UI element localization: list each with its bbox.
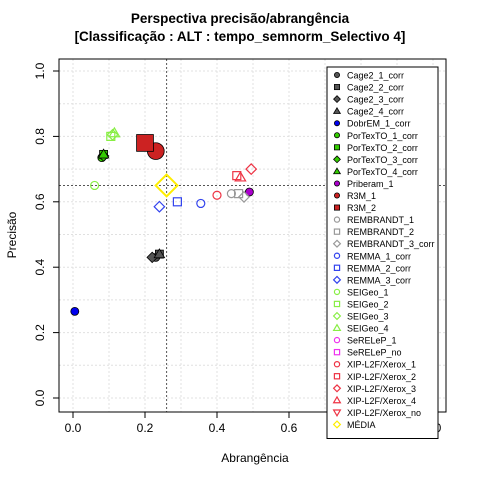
- legend-marker: [333, 373, 341, 380]
- legend-label: SEIGeo_2: [347, 299, 389, 309]
- legend-marker: [333, 228, 341, 235]
- data-point-xip-l2f-xerox-1: [212, 190, 222, 200]
- legend-marker: [333, 336, 341, 344]
- legend-label: Cage2_3_corr: [347, 95, 404, 105]
- data-point-xip-l2f-xerox-2: [232, 171, 242, 181]
- legend-label: XIP-L2F/Xerox_2: [347, 372, 416, 382]
- legend-label: PorTexTO_3_corr: [347, 155, 418, 165]
- data-point-cage2-4-corr: [153, 248, 166, 259]
- legend-label: XIP-L2F/Xerox_no: [347, 408, 421, 418]
- legend-marker: [333, 72, 340, 79]
- legend-label: REMMA_2_corr: [347, 263, 411, 273]
- legend-marker: [333, 144, 340, 151]
- legend-marker: [332, 311, 342, 321]
- y-tick-label: 0.0: [33, 389, 47, 406]
- data-point-remma-1-corr: [196, 198, 206, 209]
- data-point-rembrandt-3-corr: [237, 190, 251, 203]
- data-point-seigeo-4: [108, 126, 121, 138]
- legend-marker: [333, 120, 340, 127]
- legend-label: XIP-L2F/Xerox_1: [347, 360, 416, 370]
- legend-marker: [333, 155, 341, 164]
- data-point-r3m-2: [136, 134, 154, 152]
- legend-marker: [332, 106, 342, 114]
- legend-label: PorTexTO_2_corr: [347, 143, 418, 153]
- legend-marker: [333, 300, 341, 308]
- legend-label: MÉDIA: [347, 420, 376, 430]
- legend-label: SEIGeo_4: [347, 324, 389, 334]
- legend-label: XIP-L2F/Xerox_4: [347, 396, 416, 406]
- legend-marker: [332, 395, 342, 404]
- data-point-remma-3-corr: [153, 200, 166, 213]
- chart-subtitle: [Classificação : ALT : tempo_semnorm_Sel…: [74, 29, 406, 44]
- legend-marker: [332, 167, 342, 175]
- data-point-rembrandt-1: [226, 189, 236, 199]
- reference-lines: [59, 59, 446, 412]
- legend-label: R3M_2: [347, 203, 376, 213]
- y-tick-label: 0.8: [33, 128, 47, 145]
- x-tick-label: 0.6: [281, 421, 298, 435]
- legend-label: DobrEM_1_corr: [347, 119, 411, 129]
- data-point-m-dia: [154, 173, 179, 198]
- legend-marker: [333, 204, 340, 211]
- x-tick-label: 0.0: [65, 421, 82, 435]
- legend-marker: [332, 409, 342, 417]
- legend-label: REMMA_1_corr: [347, 251, 411, 261]
- data-point-xip-l2f-xerox-4: [234, 170, 247, 182]
- legend-label: Cage2_4_corr: [347, 107, 404, 117]
- legend-label: PorTexTO_1_corr: [347, 131, 418, 141]
- legend-marker: [333, 361, 341, 368]
- legend-label: SeRELeP_no: [347, 348, 402, 358]
- legend-label: SeRELeP_1: [347, 336, 397, 346]
- legend-marker: [332, 420, 342, 429]
- legend-marker: [333, 180, 340, 187]
- legend-marker: [333, 132, 340, 139]
- y-tick-label: 1.0: [33, 62, 47, 79]
- legend-label: Cage2_1_corr: [347, 71, 404, 81]
- legend-label: Cage2_2_corr: [347, 83, 404, 93]
- data-point-seigeo-1: [89, 180, 100, 191]
- y-axis-label: Precisão: [5, 211, 19, 258]
- x-tick-label: 0.4: [209, 421, 226, 435]
- legend-label: SEIGeo_3: [347, 312, 389, 322]
- y-tick-label: 0.2: [33, 324, 47, 341]
- legend-label: XIP-L2F/Xerox_3: [347, 384, 416, 394]
- x-axis-label: Abrangência: [221, 451, 289, 465]
- legend-marker: [333, 348, 341, 356]
- legend-marker: [332, 239, 342, 248]
- legend-marker: [332, 275, 342, 285]
- legend-marker: [333, 288, 341, 296]
- data-point-remma-2-corr: [172, 197, 182, 207]
- data-points: [70, 126, 258, 316]
- legend-box: [326, 66, 439, 439]
- legend-label: Priberam_1: [347, 179, 394, 189]
- legend-label: REMBRANDT_1: [347, 215, 414, 225]
- legend-marker: [333, 95, 341, 104]
- legend-marker: [333, 192, 340, 199]
- legend-marker: [332, 323, 342, 332]
- y-tick-label: 0.6: [33, 193, 47, 210]
- data-point-xip-l2f-xerox-3: [245, 163, 258, 176]
- legend-marker: [333, 264, 341, 272]
- legend-marker: [333, 216, 341, 223]
- legend-label: REMBRANDT_3_corr: [347, 239, 435, 249]
- plot-frame: [58, 58, 447, 413]
- data-point-portexto-4-corr: [97, 148, 110, 159]
- legend-marker: [333, 252, 341, 259]
- legend-label: REMBRANDT_2: [347, 227, 414, 237]
- legend-marker: [333, 84, 340, 91]
- legend-marker: [332, 384, 342, 393]
- grid: [59, 59, 446, 412]
- legend: Cage2_1_corr Cage2_2_corr Cage2_3_corr Cage…: [326, 66, 439, 439]
- legend-label: SEIGeo_1: [347, 287, 389, 297]
- data-point-priberam-1: [244, 187, 254, 197]
- data-point-seigeo-3: [106, 128, 119, 141]
- legend-label: R3M_1: [347, 191, 376, 201]
- data-point-dobrem-1-corr: [70, 306, 80, 316]
- legend-label: REMMA_3_corr: [347, 275, 411, 285]
- chart-title: Perspectiva precisão/abrangência: [130, 11, 350, 26]
- x-tick-label: 0.2: [137, 421, 154, 435]
- y-tick-label: 0.4: [33, 259, 47, 276]
- legend-label: PorTexTO_4_corr: [347, 167, 418, 177]
